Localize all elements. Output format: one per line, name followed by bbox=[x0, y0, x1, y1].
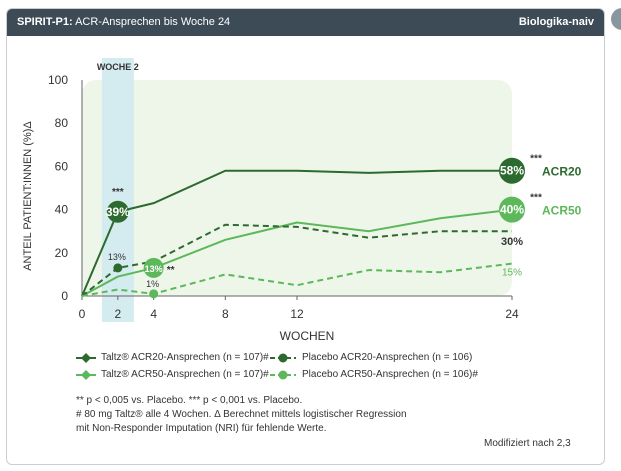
x-tick-label: 4 bbox=[150, 307, 157, 321]
placebo-acr50-w4-value: 1% bbox=[146, 279, 159, 289]
study-subtitle: ACR-Ansprechen bis Woche 24 bbox=[75, 16, 231, 28]
taltz-acr50-w24-sig: *** bbox=[530, 193, 542, 204]
legend-label-placebo-acr50: Placebo ACR50-Ansprechen (n = 106)# bbox=[302, 369, 478, 380]
taltz-acr50-w4-value: 13% bbox=[145, 264, 163, 274]
subgroup-label: Biologika-naiv bbox=[518, 16, 594, 28]
x-tick-label: 2 bbox=[114, 307, 121, 321]
x-tick-label: 12 bbox=[290, 307, 304, 321]
study-name: SPIRIT-P1: bbox=[17, 16, 73, 28]
legend-label-taltz-acr50: Taltz® ACR50-Ansprechen (n = 107)# bbox=[101, 369, 269, 380]
side-tab-icon[interactable] bbox=[611, 8, 621, 30]
legend-label-taltz-acr20: Taltz® ACR20-Ansprechen (n = 107)# bbox=[101, 352, 269, 363]
x-tick-label: 24 bbox=[505, 307, 519, 321]
y-tick-label: 40 bbox=[55, 203, 69, 217]
placebo-acr20-w2-value: 13% bbox=[108, 252, 126, 262]
card-header: SPIRIT-P1: ACR-Ansprechen bis Woche 24 B… bbox=[7, 9, 604, 36]
taltz-acr50-w4-marker bbox=[143, 257, 164, 278]
taltz-acr50-w24-marker bbox=[499, 196, 525, 223]
x-axis-label: WOCHEN bbox=[280, 329, 335, 343]
placebo-acr20-w24-value: 30% bbox=[501, 236, 523, 248]
y-tick-label: 60 bbox=[55, 159, 69, 173]
footnote-significance: ** p < 0,005 vs. Placebo. *** p < 0,001 … bbox=[76, 395, 303, 406]
taltz-acr20-w24-sig: *** bbox=[530, 154, 542, 165]
y-tick-label: 0 bbox=[61, 289, 68, 303]
taltz-acr50-w24-value: 40% bbox=[500, 203, 524, 217]
taltz-acr20-w2-sig: *** bbox=[112, 187, 124, 198]
footnote-nri: mit Non-Responder Imputation (NRI) für f… bbox=[76, 423, 327, 434]
placebo-acr50-w4-marker bbox=[149, 289, 159, 299]
week2-label: WOCHE 2 bbox=[97, 62, 139, 72]
placebo-acr50-w24-value: 15% bbox=[502, 268, 522, 279]
x-tick-label: 0 bbox=[79, 307, 86, 321]
series-line-2 bbox=[81, 223, 512, 297]
acr20-end-label: ACR20 bbox=[542, 165, 582, 179]
source-credit: Modifiziert nach 2,3 bbox=[484, 438, 571, 449]
taltz-acr20-w2-value: 39% bbox=[106, 205, 130, 219]
series-line-1 bbox=[81, 208, 513, 297]
legend-label-placebo-acr20: Placebo ACR20-Ansprechen (n = 106) bbox=[302, 352, 473, 363]
y-tick-label: 100 bbox=[48, 73, 68, 87]
header-title: SPIRIT-P1: ACR-Ansprechen bis Woche 24 bbox=[17, 16, 230, 28]
acr50-end-label: ACR50 bbox=[542, 204, 582, 218]
y-tick-label: 20 bbox=[55, 246, 69, 260]
taltz-acr20-w2-marker bbox=[106, 200, 129, 223]
y-axis-label: ANTEIL PATIENT:INNEN (%)Δ bbox=[22, 121, 34, 271]
series-line-3 bbox=[81, 262, 513, 297]
placebo-acr20-w2-marker bbox=[113, 263, 123, 273]
x-tick-label: 8 bbox=[222, 307, 229, 321]
taltz-acr50-w4-sig: ** bbox=[167, 265, 175, 276]
footnotes: ** p < 0,005 vs. Placebo. *** p < 0,001 … bbox=[76, 394, 407, 436]
week2-highlight-band bbox=[101, 58, 134, 322]
taltz-acr20-w24-value: 58% bbox=[500, 164, 524, 178]
y-tick-label: 80 bbox=[55, 116, 69, 130]
footnote-dosing: # 80 mg Taltz® alle 4 Wochen. Δ Berechne… bbox=[76, 409, 407, 420]
taltz-acr20-w24-marker bbox=[499, 157, 525, 184]
